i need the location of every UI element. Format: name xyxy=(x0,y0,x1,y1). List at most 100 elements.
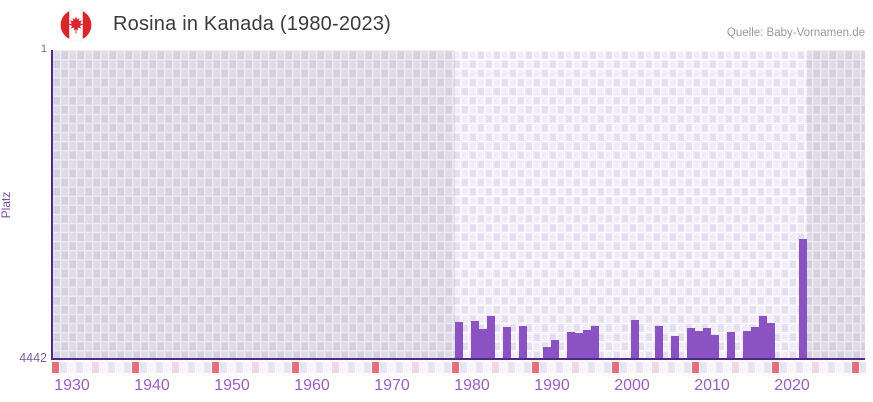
bar-2021[interactable] xyxy=(799,238,807,358)
strip-cell xyxy=(476,362,483,373)
bar-1980[interactable] xyxy=(471,321,479,358)
strip-cell xyxy=(436,362,443,373)
strip-cell xyxy=(724,362,731,373)
bar-2000[interactable] xyxy=(631,320,639,358)
strip-cell xyxy=(244,362,251,373)
bar-1994[interactable] xyxy=(583,330,591,358)
strip-cell xyxy=(316,362,323,373)
bar-1984[interactable] xyxy=(503,327,511,358)
strip-cell xyxy=(92,362,99,373)
bar-2017[interactable] xyxy=(767,323,775,358)
strip-cell xyxy=(780,362,787,373)
strip-cell xyxy=(132,362,139,373)
strip-cell xyxy=(676,362,683,373)
strip-cell xyxy=(612,362,619,373)
strip-cell xyxy=(260,362,267,373)
strip-cell xyxy=(668,362,675,373)
bar-1990[interactable] xyxy=(551,339,559,358)
y-axis-label: Platz xyxy=(0,191,13,219)
strip-cell xyxy=(604,362,611,373)
strip-cell xyxy=(348,362,355,373)
bar-2012[interactable] xyxy=(727,332,735,358)
strip-cell xyxy=(204,362,211,373)
strip-cell xyxy=(804,362,811,373)
strip-cell xyxy=(852,362,859,373)
strip-cell xyxy=(268,362,275,373)
strip-cell xyxy=(628,362,635,373)
strip-cell xyxy=(540,362,547,373)
strip-cell xyxy=(516,362,523,373)
bar-1986[interactable] xyxy=(519,325,527,358)
strip-cell xyxy=(532,362,539,373)
strip-cell xyxy=(396,362,403,373)
bar-2007[interactable] xyxy=(687,328,695,358)
strip-cell xyxy=(772,362,779,373)
bar-2009[interactable] xyxy=(703,328,711,358)
strip-cell xyxy=(588,362,595,373)
strip-cell xyxy=(788,362,795,373)
strip-cell xyxy=(340,362,347,373)
bar-1981[interactable] xyxy=(479,329,487,358)
strip-cell xyxy=(684,362,691,373)
strip-cell xyxy=(364,362,371,373)
strip-cell xyxy=(500,362,507,373)
page-title: Rosina in Kanada (1980-2023) xyxy=(113,13,392,35)
strip-cell xyxy=(428,362,435,373)
plot-area xyxy=(52,50,865,358)
strip-cell xyxy=(708,362,715,373)
x-tick-label: 2000 xyxy=(614,377,650,394)
bar-2005[interactable] xyxy=(671,336,679,358)
strip-cell xyxy=(740,362,747,373)
strip-cell xyxy=(236,362,243,373)
source-credit: Quelle: Baby-Vornamen.de xyxy=(726,27,865,39)
strip-cell xyxy=(308,362,315,373)
bar-2003[interactable] xyxy=(655,325,663,358)
strip-cell xyxy=(68,362,75,373)
strip-cell xyxy=(220,362,227,373)
strip-cell xyxy=(572,362,579,373)
bar-1989[interactable] xyxy=(543,346,551,358)
strip-cell xyxy=(388,362,395,373)
strip-cell xyxy=(548,362,555,373)
bar-1978[interactable] xyxy=(455,321,463,358)
strip-cell xyxy=(556,362,563,373)
x-tick-label: 1930 xyxy=(54,377,90,394)
strip-cell xyxy=(844,362,851,373)
x-tick-label: 2010 xyxy=(694,377,730,394)
bar-2014[interactable] xyxy=(743,330,751,358)
strip-cell xyxy=(820,362,827,373)
strip-cell xyxy=(812,362,819,373)
strip-cell xyxy=(276,362,283,373)
strip-cell xyxy=(596,362,603,373)
x-tick-label: 2020 xyxy=(774,377,810,394)
bar-2010[interactable] xyxy=(711,334,719,358)
strip-cell xyxy=(228,362,235,373)
strip-cell xyxy=(484,362,491,373)
bar-1982[interactable] xyxy=(487,316,495,358)
strip-cell xyxy=(452,362,459,373)
y-axis-line xyxy=(51,50,53,360)
bar-1993[interactable] xyxy=(575,332,583,358)
bar-2008[interactable] xyxy=(695,330,703,358)
bar-2015[interactable] xyxy=(751,327,759,358)
no-data-region-right xyxy=(807,50,865,358)
strip-cell xyxy=(652,362,659,373)
strip-cell xyxy=(508,362,515,373)
strip-cell xyxy=(356,362,363,373)
strip-cell xyxy=(76,362,83,373)
strip-cell xyxy=(460,362,467,373)
strip-cell xyxy=(404,362,411,373)
strip-cell xyxy=(52,362,59,373)
strip-cell xyxy=(644,362,651,373)
year-marker-strip xyxy=(52,362,866,373)
bar-2016[interactable] xyxy=(759,316,767,358)
strip-cell xyxy=(660,362,667,373)
bar-1995[interactable] xyxy=(591,325,599,358)
x-axis-ticks: 1930 1940 1950 1960 1970 1980 1990 2000 2010 2020 xyxy=(0,377,873,397)
strip-cell xyxy=(420,362,427,373)
strip-cell xyxy=(292,362,299,373)
no-data-region-left xyxy=(52,50,455,358)
bar-1992[interactable] xyxy=(567,332,575,358)
strip-cell xyxy=(564,362,571,373)
strip-cell xyxy=(156,362,163,373)
